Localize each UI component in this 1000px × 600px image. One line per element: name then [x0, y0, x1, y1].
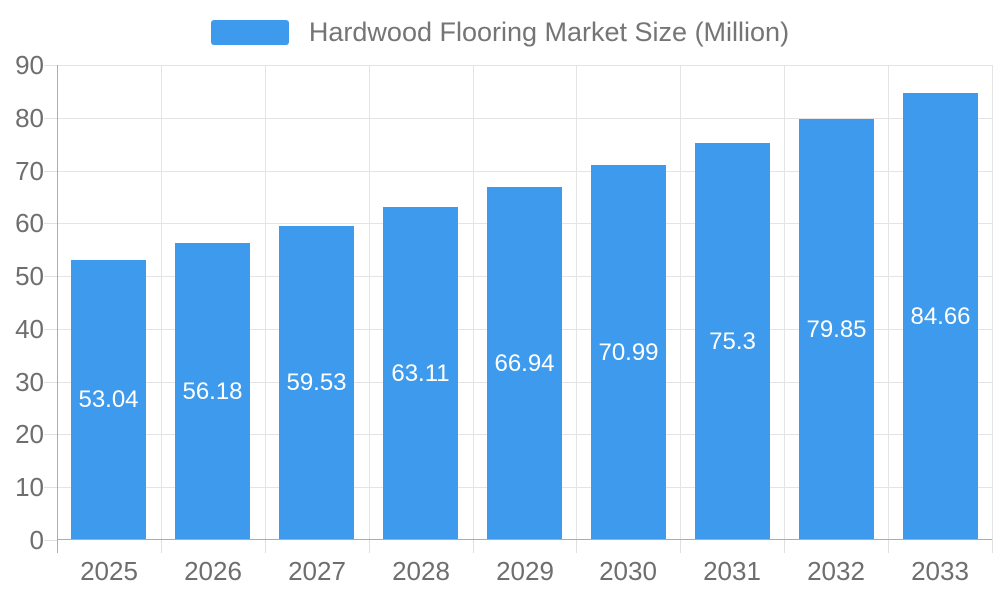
gridline-vertical — [576, 65, 577, 540]
y-axis-label: 50 — [15, 261, 44, 292]
y-axis-label: 90 — [15, 50, 44, 80]
gridline-vertical — [369, 65, 370, 540]
x-axis-label: 2027 — [288, 556, 346, 586]
y-axis-tick — [44, 381, 57, 383]
y-axis-tick — [44, 540, 57, 541]
gridline-vertical — [992, 65, 993, 540]
plot-area: 0 10 20 30 40 50 60 70 80 90 53.04 2025 56.18 2026 59.… — [15, 50, 993, 586]
bar-2031[interactable] — [695, 143, 770, 540]
x-axis-tick — [473, 540, 474, 553]
x-axis-tick — [784, 540, 785, 553]
legend-swatch — [210, 19, 289, 45]
chart-legend[interactable]: Hardwood Flooring Market Size (Million) — [0, 14, 1000, 50]
x-axis-line — [57, 539, 992, 540]
x-axis-tick — [161, 540, 162, 553]
gridline-vertical — [265, 65, 266, 540]
x-axis-label: 2029 — [496, 556, 554, 586]
x-axis-tick — [888, 540, 889, 553]
x-axis-label: 2028 — [392, 556, 450, 586]
y-axis-tick — [44, 328, 57, 330]
y-axis-label: 70 — [15, 155, 44, 186]
y-axis-label: 40 — [15, 313, 44, 344]
x-axis-label: 2032 — [807, 556, 865, 586]
bar-2030[interactable] — [591, 165, 666, 540]
y-axis-tick — [44, 223, 57, 225]
bar-2026[interactable] — [175, 243, 250, 540]
x-axis-label: 2026 — [184, 556, 242, 586]
x-axis-tick — [680, 540, 681, 553]
bar-2025[interactable] — [71, 260, 146, 540]
y-axis-label: 10 — [15, 472, 44, 503]
y-axis-tick — [44, 276, 57, 278]
x-axis-tick — [265, 540, 266, 553]
gridline-vertical — [888, 65, 889, 540]
y-axis-tick — [44, 487, 57, 489]
bar-2028[interactable] — [383, 207, 458, 540]
gridline-horizontal — [57, 65, 992, 66]
bar-2027[interactable] — [279, 226, 354, 540]
x-axis-tick — [992, 540, 993, 553]
y-axis-label: 30 — [15, 366, 44, 397]
y-axis-label: 20 — [15, 419, 44, 450]
gridline-vertical — [473, 65, 474, 540]
gridline-vertical — [161, 65, 162, 540]
gridline-vertical — [784, 65, 785, 540]
legend-label: Hardwood Flooring Market Size (Million) — [308, 17, 790, 47]
x-axis-label: 2030 — [599, 556, 657, 586]
y-axis-tick — [44, 434, 57, 436]
y-axis-label: 60 — [15, 208, 44, 239]
x-axis-tick — [369, 540, 370, 553]
y-axis-label: 0 — [29, 525, 44, 555]
bar-2029[interactable] — [487, 187, 562, 540]
bar-2032[interactable] — [799, 119, 874, 540]
y-axis-line — [57, 65, 58, 553]
x-axis-label: 2033 — [911, 556, 969, 586]
gridline-vertical — [680, 65, 681, 540]
y-axis-tick — [44, 117, 57, 119]
x-axis-label: 2031 — [703, 556, 761, 586]
gridline-horizontal — [57, 170, 992, 172]
gridline-horizontal — [57, 117, 992, 119]
x-axis-label: 2025 — [80, 556, 138, 586]
y-axis-tick — [44, 65, 57, 66]
y-axis-label: 80 — [15, 102, 44, 133]
x-axis-tick — [576, 540, 577, 553]
bar-2033[interactable] — [903, 93, 978, 540]
y-axis-tick — [44, 170, 57, 172]
